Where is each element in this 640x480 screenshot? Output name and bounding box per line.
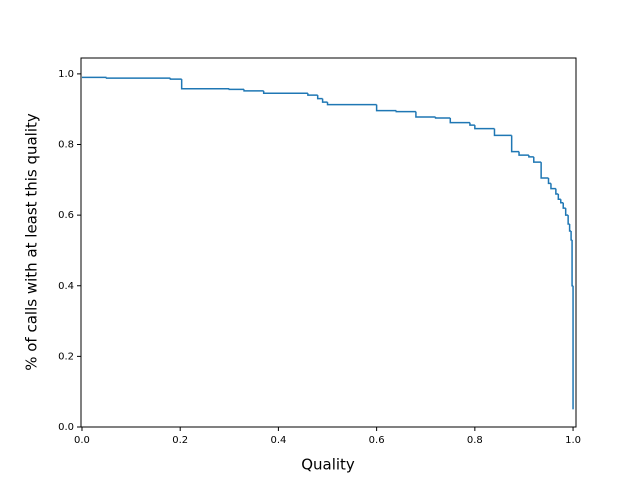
step-segment: [326, 102, 377, 106]
step-segment: [493, 128, 512, 137]
step-segment: [375, 104, 397, 112]
step-segment: [449, 118, 470, 124]
step-segment: [557, 193, 561, 200]
step-segment: [243, 89, 264, 92]
step-segment: [469, 122, 475, 126]
step-segment: [571, 239, 574, 287]
step-segment: [180, 79, 230, 90]
step-segment: [510, 135, 520, 153]
step-segment: [395, 110, 416, 113]
x-tick-label: 1.0: [565, 435, 581, 446]
step-segment: [540, 162, 549, 179]
y-tick-label: 0.8: [58, 140, 74, 151]
step-segment: [562, 202, 566, 209]
x-axis-label: Quality: [301, 456, 355, 474]
x-tick-label: 0.8: [467, 435, 483, 446]
step-segment: [555, 188, 559, 195]
step-segment: [518, 151, 529, 156]
y-axis-label: % of calls with at least this quality: [23, 113, 41, 371]
step-segment: [228, 88, 245, 91]
step-segment: [570, 231, 573, 241]
step-segment: [568, 223, 572, 232]
step-segment: [533, 156, 542, 163]
step-segment: [262, 90, 308, 95]
x-tick-label: 0.4: [270, 435, 286, 446]
y-tick-label: 0.0: [58, 422, 74, 433]
y-tick-label: 0.4: [58, 281, 74, 292]
step-segment: [564, 208, 569, 216]
x-tick-label: 0.6: [369, 435, 385, 446]
step-segment: [474, 125, 495, 130]
x-tick-label: 0.2: [172, 435, 188, 446]
step-segment: [560, 199, 564, 204]
step-segment: [550, 183, 556, 190]
step-segment: [567, 215, 570, 225]
step-segment: [321, 98, 328, 103]
x-tick-label: 0.0: [74, 435, 90, 446]
y-tick-label: 0.2: [58, 351, 74, 362]
step-segment: [547, 178, 551, 185]
step-segment: [169, 78, 182, 80]
step-segment: [434, 116, 451, 119]
plot-frame: [80, 57, 577, 428]
step-segment: [307, 93, 318, 96]
step-segment: [415, 111, 436, 118]
step-segment: [528, 155, 534, 158]
step-segment: [316, 95, 323, 100]
y-tick-label: 1.0: [58, 69, 74, 80]
y-tick-label: 0.6: [58, 210, 74, 221]
step-segment: [105, 77, 171, 79]
